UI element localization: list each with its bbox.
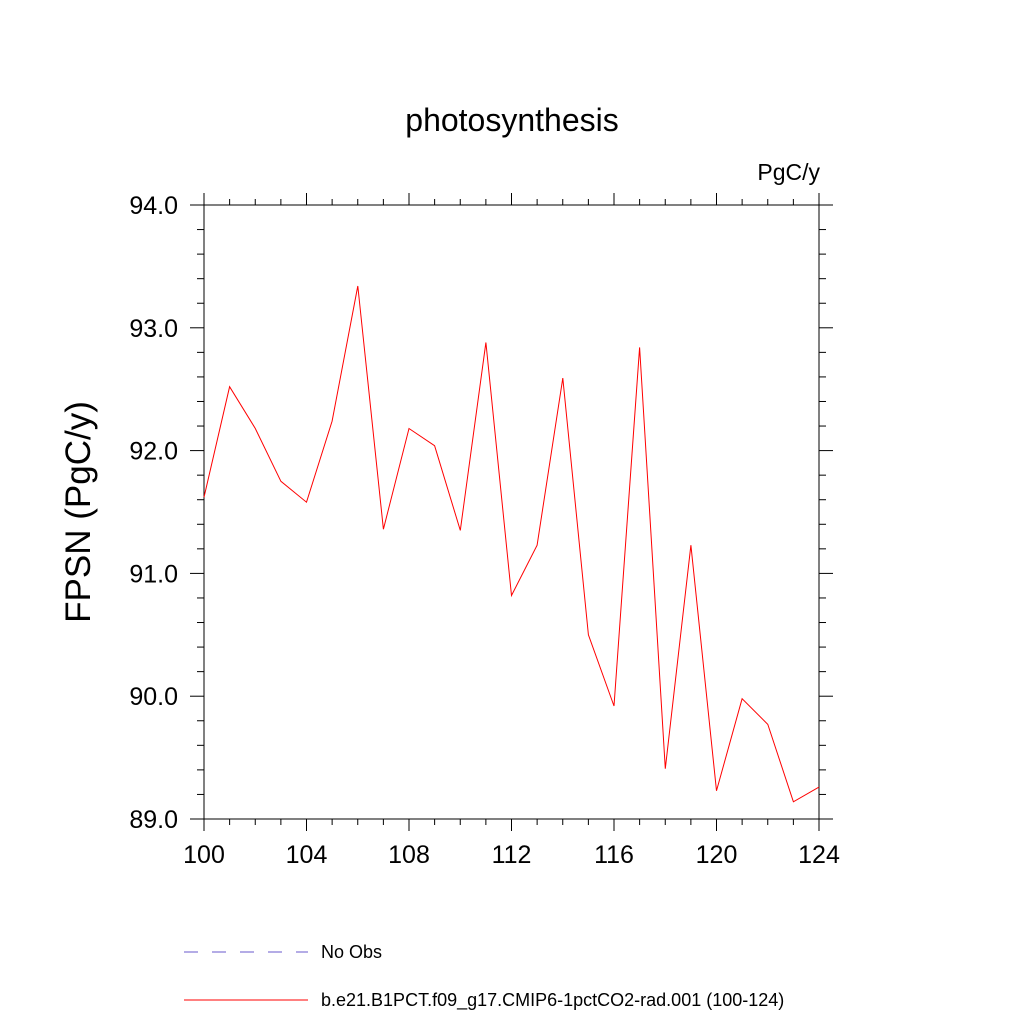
x-tick-label: 116 [594, 841, 634, 869]
units-label: PgC/y [757, 159, 820, 185]
y-tick-label: 91.0 [129, 560, 178, 588]
x-tick-label: 108 [388, 841, 430, 869]
x-tick-label: 112 [492, 841, 532, 869]
y-tick-label: 90.0 [129, 683, 178, 711]
y-tick-label: 89.0 [129, 806, 178, 834]
series-lines [203, 285, 820, 803]
series-line [203, 285, 820, 803]
x-tick-label: 120 [696, 841, 738, 869]
y-tick-label: 92.0 [129, 438, 178, 466]
y-tick-label: 94.0 [129, 192, 178, 220]
chart-title: photosynthesis [405, 102, 618, 138]
legend-label-no-obs: No Obs [321, 942, 382, 962]
plot-frame [203, 204, 820, 820]
legend-label-model: b.e21.B1PCT.f09_g17.CMIP6-1pctCO2-rad.00… [321, 990, 784, 1011]
x-tick-label: 104 [286, 841, 328, 869]
y-tick-label: 93.0 [129, 315, 178, 343]
x-axis-ticks: 100 104 108 112 116 120 124 [183, 193, 840, 869]
y-axis-label: FPSN (PgC/y) [59, 401, 98, 623]
x-tick-label: 100 [183, 841, 225, 869]
x-tick-label: 124 [798, 841, 840, 869]
legend: No Obs b.e21.B1PCT.f09_g17.CMIP6-1pctCO2… [184, 942, 784, 1011]
y-axis-ticks: 89.0 90.0 91.0 92.0 93.0 94.0 [129, 192, 833, 834]
